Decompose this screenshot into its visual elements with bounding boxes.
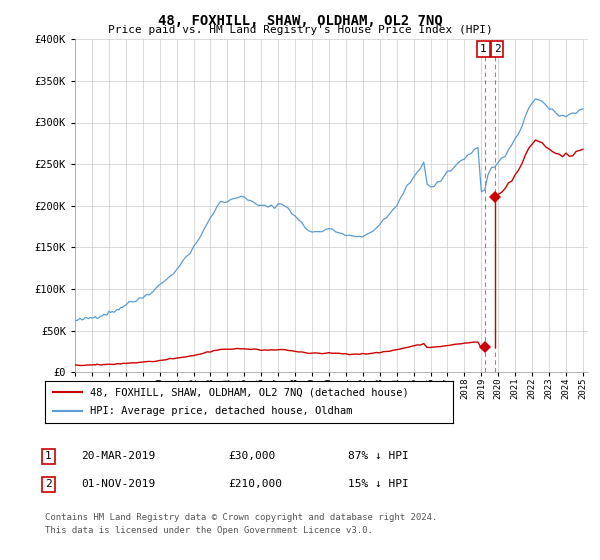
Text: This data is licensed under the Open Government Licence v3.0.: This data is licensed under the Open Gov…: [45, 526, 373, 535]
Text: 15% ↓ HPI: 15% ↓ HPI: [348, 479, 409, 489]
Text: 2: 2: [45, 479, 52, 489]
Text: £30,000: £30,000: [228, 451, 275, 461]
Text: 1: 1: [480, 44, 487, 54]
Text: 87% ↓ HPI: 87% ↓ HPI: [348, 451, 409, 461]
Text: 1: 1: [45, 451, 52, 461]
Text: 48, FOXHILL, SHAW, OLDHAM, OL2 7NQ (detached house): 48, FOXHILL, SHAW, OLDHAM, OL2 7NQ (deta…: [90, 387, 409, 397]
Text: 20-MAR-2019: 20-MAR-2019: [81, 451, 155, 461]
Text: Contains HM Land Registry data © Crown copyright and database right 2024.: Contains HM Land Registry data © Crown c…: [45, 513, 437, 522]
Text: HPI: Average price, detached house, Oldham: HPI: Average price, detached house, Oldh…: [90, 407, 352, 417]
Text: 01-NOV-2019: 01-NOV-2019: [81, 479, 155, 489]
Text: 48, FOXHILL, SHAW, OLDHAM, OL2 7NQ: 48, FOXHILL, SHAW, OLDHAM, OL2 7NQ: [158, 14, 442, 28]
Text: 2: 2: [494, 44, 500, 54]
Text: Price paid vs. HM Land Registry's House Price Index (HPI): Price paid vs. HM Land Registry's House …: [107, 25, 493, 35]
Text: £210,000: £210,000: [228, 479, 282, 489]
